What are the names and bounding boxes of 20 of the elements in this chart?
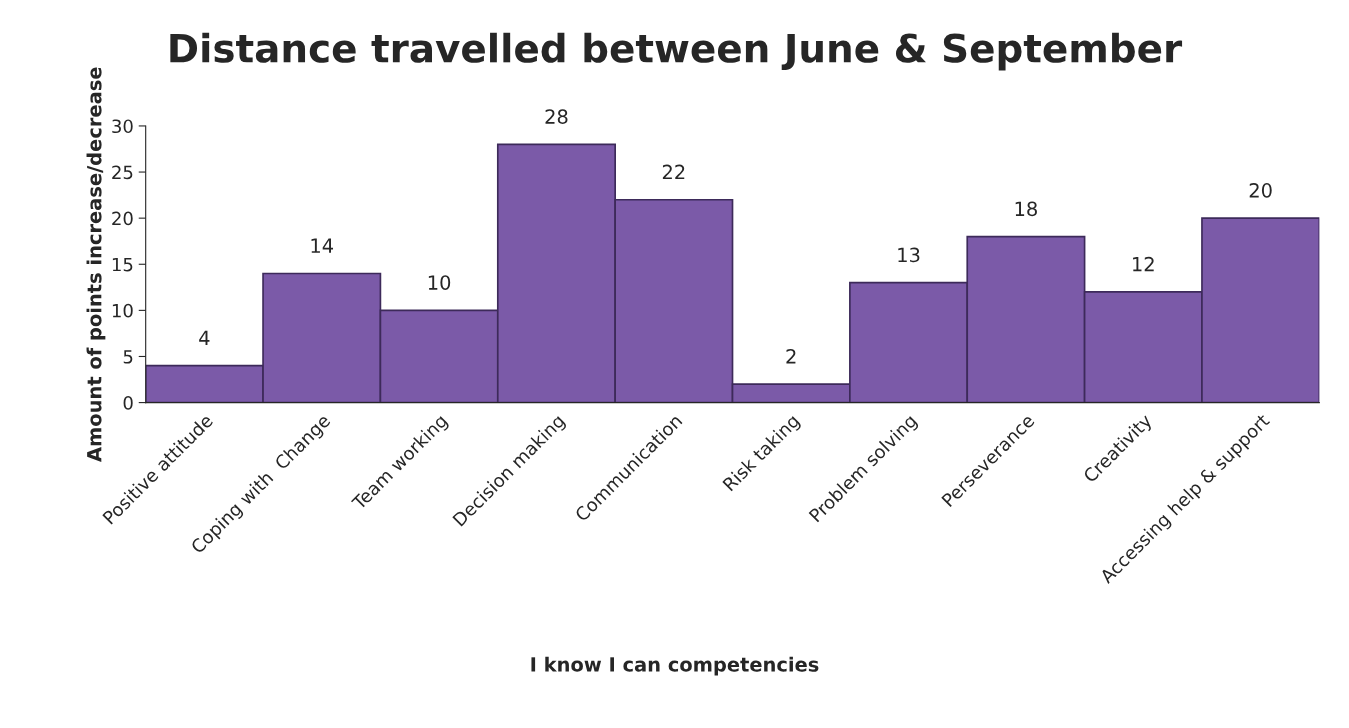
data-label: 28 bbox=[545, 109, 568, 124]
y-tick-label: 30 bbox=[112, 119, 133, 134]
data-label: 13 bbox=[898, 247, 920, 263]
data-label: 2 bbox=[786, 349, 796, 364]
data-label: 4 bbox=[199, 330, 210, 345]
data-label: 10 bbox=[428, 275, 451, 290]
chart-title: Distance travelled between June & September bbox=[170, 32, 1183, 71]
x-axis-title: I know I can competencies bbox=[531, 656, 819, 676]
y-tick-label: 15 bbox=[112, 257, 133, 272]
y-tick-label: 0 bbox=[123, 396, 133, 410]
data-label: 14 bbox=[311, 238, 334, 253]
data-label: 20 bbox=[1249, 183, 1272, 198]
data-label: 22 bbox=[662, 164, 685, 179]
data-label: 12 bbox=[1133, 256, 1154, 272]
data-label: 18 bbox=[1015, 201, 1037, 217]
y-axis-title: Amount of points increase/decrease bbox=[86, 67, 106, 462]
y-tick-label: 5 bbox=[123, 350, 133, 364]
y-tick-label: 20 bbox=[112, 211, 133, 226]
y-tick-label: 10 bbox=[112, 303, 133, 318]
y-tick-label: 25 bbox=[112, 165, 133, 180]
